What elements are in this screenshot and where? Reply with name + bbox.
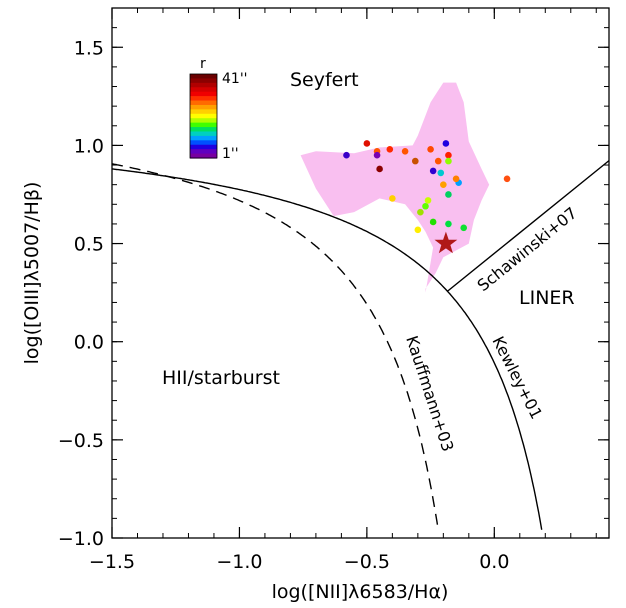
data-point-1	[343, 151, 350, 159]
colorbar-swatch-11	[190, 118, 217, 124]
data-point-15	[429, 218, 437, 226]
data-point-14	[424, 197, 432, 204]
x-tick-label: −1.0	[216, 551, 262, 573]
data-point-2	[363, 140, 371, 147]
colorbar-swatch-6	[190, 96, 217, 102]
star-marker	[434, 231, 458, 254]
schawinski-line	[447, 160, 610, 292]
data-point-21	[445, 151, 452, 159]
region-label-starburst: HII/starburst	[162, 367, 280, 389]
colorbar-swatch-19	[190, 153, 217, 159]
x-axis-label: log([NII]λ6583/Hα)	[272, 581, 449, 603]
colorbar-swatch-15	[190, 135, 217, 141]
colorbar-min-label: 1''	[222, 146, 239, 162]
data-point-9	[411, 157, 419, 165]
data-point-7	[389, 195, 396, 202]
colorbar-swatch-12	[190, 122, 217, 128]
data-point-16	[429, 167, 437, 175]
data-point-26	[452, 175, 460, 183]
data-point-11	[414, 226, 422, 234]
demarcation-curves	[111, 160, 610, 531]
y-tick-label: −0.5	[58, 430, 104, 452]
data-point-24	[445, 220, 452, 228]
kewley-curve	[111, 168, 543, 530]
data-point-5	[376, 165, 383, 173]
y-tick-label: 0.0	[74, 332, 104, 354]
colorbar-title: r	[200, 56, 206, 72]
colorbar-swatch-10	[190, 113, 217, 119]
colorbar-swatch-4	[190, 87, 217, 93]
y-tick-label: −1.0	[58, 528, 104, 550]
data-point-6	[386, 146, 394, 153]
y-axis-label: log([OIII]λ5007/Hβ)	[21, 182, 43, 365]
data-point-13	[427, 146, 434, 153]
colorbar-swatch-9	[190, 109, 217, 115]
x-tick-label: −0.5	[344, 551, 390, 573]
data-point-22	[445, 157, 452, 165]
agn-region-fill	[300, 82, 490, 293]
colorbar-swatch-2	[190, 78, 217, 84]
colorbar-swatch-17	[190, 144, 217, 150]
data-point-10	[417, 208, 424, 216]
colorbar-swatch-7	[190, 100, 217, 106]
x-tick-label: 0.0	[479, 551, 509, 573]
plot-frame	[111, 7, 610, 539]
colorbar-swatch-13	[190, 127, 217, 133]
data-point-19	[440, 181, 447, 188]
colorbar-swatch-8	[190, 104, 217, 110]
data-point-12	[422, 202, 429, 210]
y-tick-label: 0.5	[74, 234, 104, 256]
y-tick-label: 1.5	[74, 37, 104, 59]
colorbar-swatch-18	[190, 149, 217, 155]
colorbar-swatch-5	[190, 91, 217, 97]
colorbar-frame	[189, 73, 218, 159]
colorbar: r 41'' 1''	[189, 56, 248, 162]
colorbar-swatch-14	[190, 131, 217, 137]
region-label-seyfert: Seyfert	[290, 69, 359, 91]
data-point-27	[460, 224, 468, 232]
agn-host-region	[300, 82, 490, 293]
kauffmann-curve	[111, 163, 439, 531]
data-points	[343, 140, 511, 254]
region-label-liner: LINER	[519, 287, 575, 309]
colorbar-swatch-16	[190, 140, 217, 146]
curve-label-kewley: Kewley+01	[488, 333, 546, 422]
x-tick-label: −1.5	[89, 551, 135, 573]
colorbar-swatch-1	[190, 74, 217, 80]
data-point-28	[503, 175, 511, 183]
colorbar-swatch-3	[190, 82, 217, 88]
data-point-8	[401, 147, 409, 155]
colorbar-max-label: 41''	[222, 71, 248, 87]
data-point-4	[373, 151, 381, 159]
data-point-17	[434, 157, 442, 165]
y-tick-label: 1.0	[74, 135, 104, 157]
curve-label-kauffmann: Kauffmann+03	[402, 333, 457, 454]
data-point-23	[445, 191, 452, 198]
axis-ticks: −1.5 −1.0 −0.5 0.0−1.0−0.50.00.51.01.5	[58, 7, 609, 573]
data-point-18	[437, 169, 445, 177]
curve-label-schawinski: Schawinski+07	[474, 203, 581, 295]
data-point-20	[442, 140, 450, 147]
